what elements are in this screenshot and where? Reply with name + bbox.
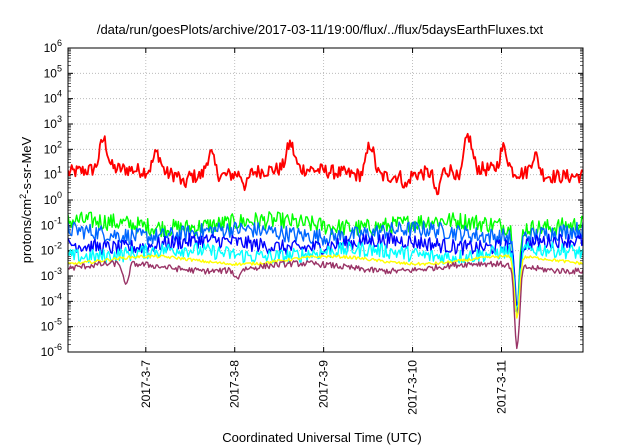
series-line-5: [68, 241, 583, 312]
plot-frame: [67, 47, 584, 353]
y-tick-label: 10-3: [41, 266, 62, 283]
y-tick-label: 10-5: [41, 317, 62, 334]
x-axis-label: Coordinated Universal Time (UTC): [222, 430, 422, 445]
x-tick-label: 2017-3-9: [317, 360, 331, 408]
y-tick-label: 101: [44, 165, 62, 182]
series-line-6: [68, 254, 583, 319]
series-line-7: [68, 260, 583, 350]
y-tick-label: 103: [44, 114, 62, 131]
y-tick-label: 102: [44, 139, 62, 156]
y-tick-label: 10-4: [41, 291, 62, 308]
series-line-2: [68, 211, 583, 305]
y-axis-label: protons/cm2-s-sr-MeV: [17, 136, 35, 264]
y-tick-label: 104: [44, 89, 62, 106]
y-tick-label: 106: [44, 38, 62, 55]
y-tick-label: 100: [44, 190, 62, 207]
y-tick-label: 10-6: [41, 342, 62, 359]
y-tick-label: 10-1: [41, 215, 62, 232]
y-tick-label: 105: [44, 63, 62, 80]
y-tick-label: 10-2: [41, 241, 62, 258]
chart-title: /data/run/goesPlots/archive/2017-03-11/1…: [96, 22, 544, 37]
series-line-3: [68, 220, 583, 314]
x-tick-label: 2017-3-7: [139, 360, 153, 408]
x-tick-label: 2017-3-8: [228, 360, 242, 408]
x-tick-label: 2017-3-10: [406, 360, 420, 415]
series-line-1: [68, 132, 583, 196]
x-tick-label: 2017-3-11: [494, 360, 508, 414]
